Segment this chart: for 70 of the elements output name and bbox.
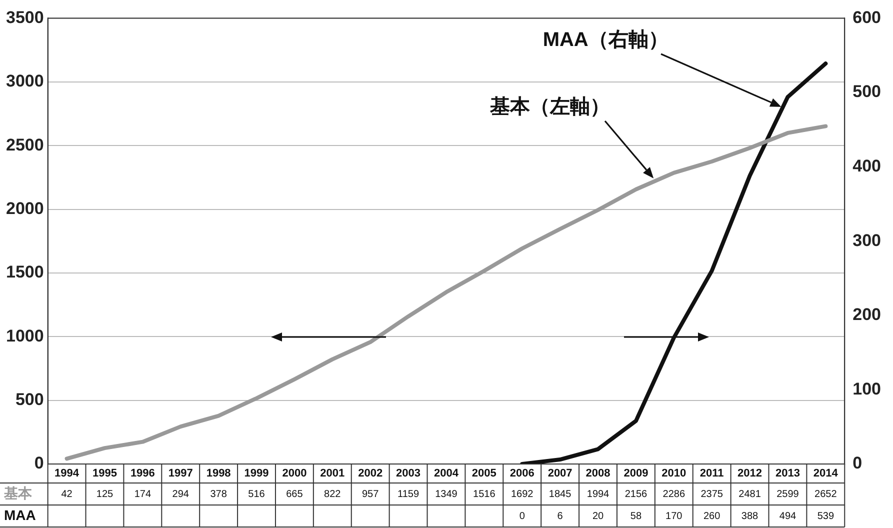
data-label: 294	[172, 488, 190, 500]
x-tick-label: 1998	[206, 468, 231, 480]
y-tick-label: 3000	[6, 72, 44, 91]
data-label: 2481	[738, 488, 762, 500]
data-label: 1692	[510, 488, 534, 500]
data-label: 516	[248, 488, 266, 500]
y2-tick-label: 100	[852, 379, 882, 398]
data-label: 170	[666, 510, 683, 522]
x-tick-label: 2004	[434, 468, 460, 480]
x-tick-label: 2013	[775, 468, 800, 480]
y2-tick-label: 500	[852, 82, 882, 102]
x-tick-label: 2010	[662, 468, 686, 480]
data-label: 174	[134, 488, 152, 500]
y2-tick-label: 300	[852, 230, 882, 250]
x-tick-label: 1996	[130, 468, 155, 480]
x-tick-label: 2009	[624, 468, 648, 480]
data-label: 2375	[700, 488, 724, 500]
text: 基本	[3, 484, 33, 501]
y2-tick-label: 200	[852, 305, 882, 324]
y2-tick-label: 600	[852, 8, 882, 27]
y-tick-label: 1500	[6, 262, 44, 282]
y-tick-label: 0	[34, 454, 44, 473]
x-tick-label: 2005	[472, 468, 496, 480]
data-label: 125	[96, 488, 114, 500]
data-label: 388	[741, 510, 759, 522]
data-label: 539	[817, 510, 834, 522]
data-label: 0	[519, 510, 526, 522]
x-tick-label: 2006	[510, 468, 534, 480]
y-tick-label: 2500	[6, 135, 44, 154]
x-tick-label: 1995	[92, 468, 117, 480]
y-tick-label: 3500	[6, 8, 44, 27]
data-label: 2652	[814, 488, 838, 500]
x-tick-label: 1999	[244, 468, 269, 480]
y-tick-label: 1000	[6, 326, 44, 346]
data-label: 1845	[548, 488, 572, 500]
data-label: 2599	[776, 488, 800, 500]
x-tick-label: 2002	[358, 468, 383, 480]
x-tick-label: 2007	[548, 468, 572, 480]
data-label: 665	[286, 488, 304, 500]
data-label: 2156	[624, 488, 648, 500]
data-label: 1994	[586, 488, 610, 500]
x-tick-label: 2000	[282, 468, 307, 480]
data-label: 494	[779, 510, 796, 522]
data-label: 260	[703, 510, 721, 522]
data-label: 1349	[435, 488, 458, 500]
data-label: 42	[61, 488, 73, 500]
data-label: 6	[557, 510, 564, 522]
data-label: 1516	[473, 488, 496, 500]
y2-tick-label: 0	[852, 454, 862, 473]
annotation: 基本（左軸）	[488, 96, 610, 118]
y-tick-label: 2000	[6, 198, 44, 218]
x-tick-label: 1994	[54, 468, 80, 480]
data-label: 2286	[662, 488, 686, 500]
data-label: 58	[630, 510, 642, 522]
data-label: 20	[592, 510, 604, 522]
x-tick-label: 2003	[396, 468, 421, 480]
x-tick-label: 2012	[738, 468, 762, 480]
data-label: 822	[324, 488, 342, 500]
x-tick-label: 2008	[586, 468, 610, 480]
y2-tick-label: 400	[852, 156, 882, 176]
text: MAA	[4, 506, 36, 523]
y-tick-label: 500	[15, 390, 44, 409]
x-tick-label: 2011	[700, 468, 724, 480]
annotation: MAA（右軸）	[542, 29, 668, 52]
x-tick-label: 2001	[320, 468, 345, 480]
data-label: 378	[210, 488, 228, 500]
data-label: 1159	[398, 488, 420, 500]
x-tick-label: 2014	[813, 468, 839, 480]
data-label: 957	[362, 488, 380, 500]
x-tick-label: 1997	[168, 468, 193, 480]
